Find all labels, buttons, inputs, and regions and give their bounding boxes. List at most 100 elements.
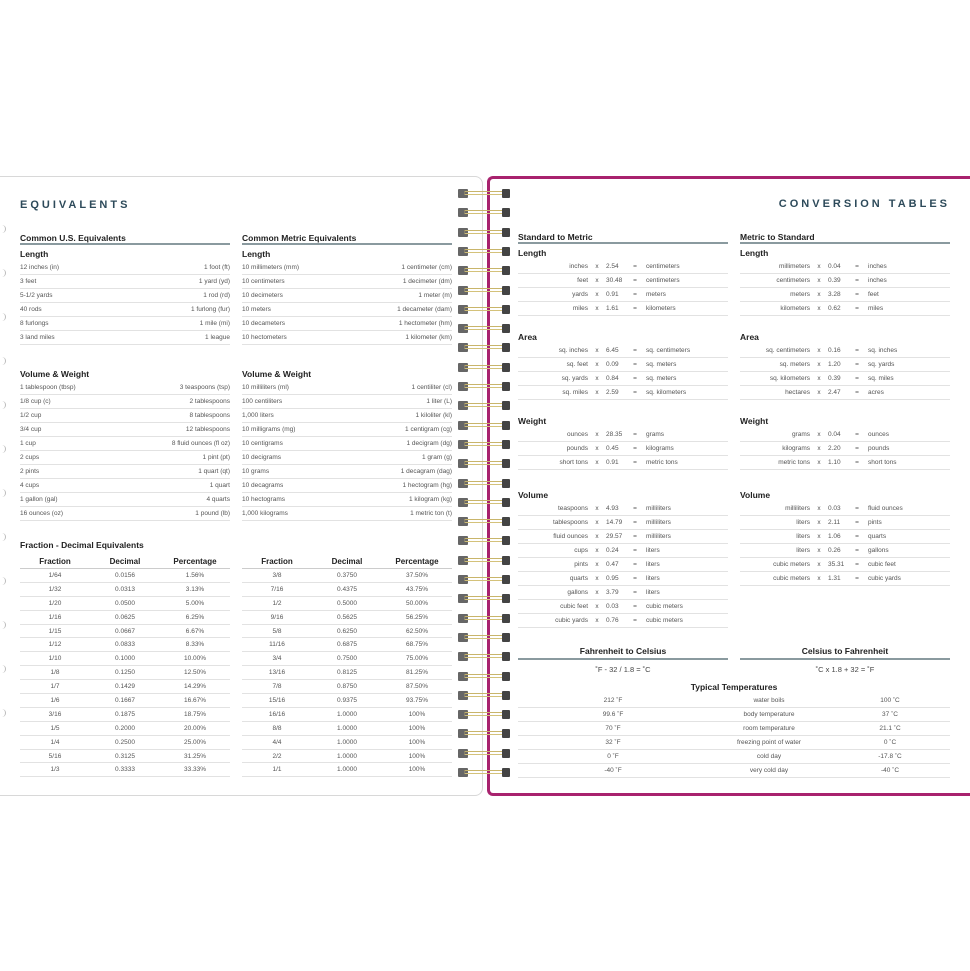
from-unit: pints — [574, 561, 588, 568]
multiply-sign: x — [817, 263, 821, 270]
decimal: 0.0156 — [115, 572, 135, 579]
multiply-sign: x — [817, 375, 821, 382]
spiral-ring — [458, 382, 510, 391]
ring-end — [458, 575, 468, 584]
conversion-tables-title: CONVERSION TABLES — [778, 198, 950, 210]
percentage: 18.75% — [183, 710, 207, 718]
to-unit: inches — [868, 277, 887, 284]
factor: 0.95 — [606, 575, 619, 582]
factor: 35.31 — [828, 561, 845, 568]
ring-wire — [464, 712, 506, 717]
equals-sign: = — [633, 389, 637, 396]
spiral-ring — [458, 362, 510, 372]
celsius: 0 ˚C — [883, 739, 897, 746]
ring-wire — [464, 345, 506, 350]
ring-end — [458, 401, 468, 411]
ring-end — [458, 478, 468, 488]
ring-wire — [464, 692, 506, 697]
decimal: 0.3333 — [115, 766, 135, 774]
ring-end — [502, 536, 510, 546]
decimal: 0.6875 — [337, 641, 357, 649]
equivalents-title: EQUIVALENTS — [20, 199, 131, 211]
percentage: 100% — [408, 766, 426, 774]
multiply-sign: x — [817, 533, 821, 540]
metric-equivalents: Common Metric Equivalents Length 10 millim… — [242, 233, 452, 521]
percentage: 33.33% — [183, 766, 207, 774]
conversion-row: short tons x 0.91 = metric tons — [518, 456, 728, 470]
from-unit: kilograms — [782, 445, 810, 452]
table-row: 1/2 cup 8 tablespoons — [20, 409, 230, 423]
to-unit: 1 centigram (cg) — [405, 426, 452, 433]
to-unit: 1 decigram (dg) — [406, 440, 452, 447]
page-edge-hole — [0, 313, 6, 321]
from-unit: 10 meters — [242, 306, 271, 313]
decimal: 1.0000 — [337, 738, 357, 746]
ring-wire — [464, 229, 506, 234]
ring-wire — [464, 499, 506, 504]
conversion-row: sq. inches x 6.45 = sq. centimeters — [518, 344, 728, 358]
table-row: 3 land miles 1 league — [20, 331, 230, 345]
metric-heading: Common Metric Equivalents — [242, 233, 452, 245]
multiply-sign: x — [817, 547, 821, 554]
factor: 0.04 — [828, 431, 841, 438]
to-unit: kilograms — [646, 445, 674, 452]
spacer — [740, 470, 950, 488]
multiply-sign: x — [595, 575, 599, 582]
description: room temperature — [743, 725, 795, 732]
percentage: 6.67% — [185, 627, 205, 635]
table-row: 10 decameters 1 hectometer (hm) — [242, 317, 452, 331]
spiral-ring — [458, 401, 510, 411]
to-unit: 1 kilometer (km) — [405, 334, 452, 341]
conversion-row: cubic meters x 35.31 = cubic feet — [740, 558, 950, 572]
weight-subheading: Weight — [518, 416, 547, 426]
table-row: 1/7 0.1429 14.29% — [20, 680, 230, 695]
percentage: 100% — [408, 724, 426, 732]
equals-sign: = — [855, 533, 859, 540]
to-unit: 1 hectometer (hm) — [398, 320, 452, 327]
decimal: 0.1667 — [115, 697, 135, 705]
to-unit: 1 furlong (fur) — [190, 306, 230, 313]
factor: 0.26 — [828, 547, 841, 554]
ring-end — [502, 208, 510, 218]
from-unit: tablespoons — [552, 519, 588, 526]
s2m-heading: Standard to Metric — [518, 232, 728, 244]
multiply-sign: x — [595, 561, 599, 568]
c2f-formula: ˚C x 1.8 + 32 = ˚F — [815, 665, 875, 674]
page-edge-hole — [0, 489, 6, 497]
fraction-decimal-heading-block: Fraction - Decimal Equivalents — [20, 538, 230, 552]
conversion-row: sq. feet x 0.09 = sq. meters — [518, 358, 728, 372]
fraction: 7/8 — [272, 683, 282, 691]
page-edge-hole — [0, 665, 6, 673]
ring-end — [458, 343, 468, 353]
decimal: 0.1875 — [115, 710, 135, 718]
fraction: 1/12 — [48, 641, 62, 649]
multiply-sign: x — [595, 505, 599, 512]
m2s-heading: Metric to Standard — [740, 232, 950, 244]
page-edge-hole — [0, 225, 6, 233]
fraction: 1/16 — [48, 613, 62, 621]
conversion-row: cubic yards x 0.76 = cubic meters — [518, 614, 728, 628]
table-row: 1/16 0.0625 6.25% — [20, 611, 230, 625]
spiral-ring — [458, 671, 510, 681]
to-unit: ounces — [868, 431, 889, 438]
from-unit: inches — [569, 263, 588, 270]
conversion-row: kilograms x 2.20 = pounds — [740, 442, 950, 456]
multiply-sign: x — [817, 277, 821, 284]
percentage: 87.50% — [405, 683, 429, 691]
to-unit: sq. meters — [646, 375, 677, 382]
factor: 0.39 — [828, 277, 841, 284]
spiral-ring — [458, 517, 510, 527]
factor: 2.11 — [828, 519, 841, 526]
from-unit: 10 centimeters — [242, 278, 285, 285]
from-unit: grams — [791, 431, 810, 438]
conversion-row: metric tons x 1.10 = short tons — [740, 456, 950, 470]
from-unit: centimeters — [776, 277, 810, 284]
multiply-sign: x — [817, 361, 821, 368]
fraction: 1/20 — [48, 599, 62, 607]
multiply-sign: x — [595, 617, 599, 624]
c2f-heading: Celsius to Fahrenheit — [740, 646, 950, 660]
factor: 1.61 — [606, 305, 619, 312]
page-edge-hole — [0, 357, 6, 365]
to-unit: milliliters — [646, 519, 671, 526]
decimal: 1.0000 — [337, 752, 357, 760]
